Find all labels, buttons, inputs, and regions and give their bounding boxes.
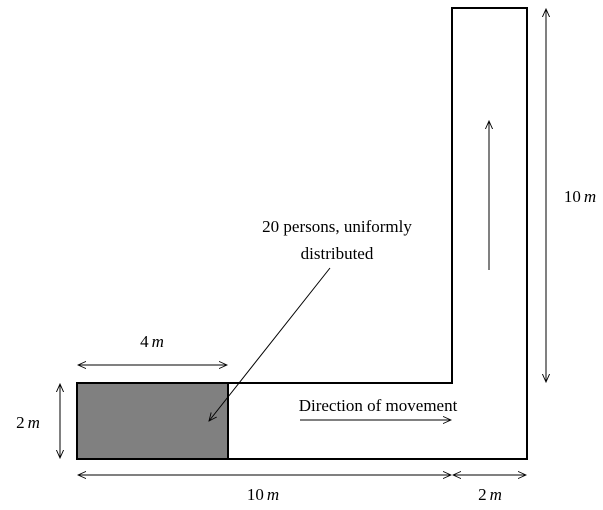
dim-label: 10 m — [564, 187, 596, 206]
annotation-line: 20 persons, uniformly — [262, 217, 412, 236]
dim-value: 4 — [140, 332, 149, 351]
pointer-arrow — [209, 267, 331, 421]
dim-unit: m — [152, 332, 164, 351]
crowd-area — [76, 382, 229, 460]
dim-unit: m — [28, 413, 40, 432]
dim-value: 10 — [247, 485, 264, 504]
movement-label: Direction of movement — [299, 396, 458, 415]
dim-unit: m — [267, 485, 279, 504]
dim-value: 10 — [564, 187, 581, 206]
annotation-line: distributed — [301, 244, 374, 263]
dim-label: 10 m — [247, 485, 279, 504]
dim-value: 2 — [478, 485, 487, 504]
dim-unit: m — [584, 187, 596, 206]
dim-value: 2 — [16, 413, 25, 432]
dim-unit: m — [490, 485, 502, 504]
